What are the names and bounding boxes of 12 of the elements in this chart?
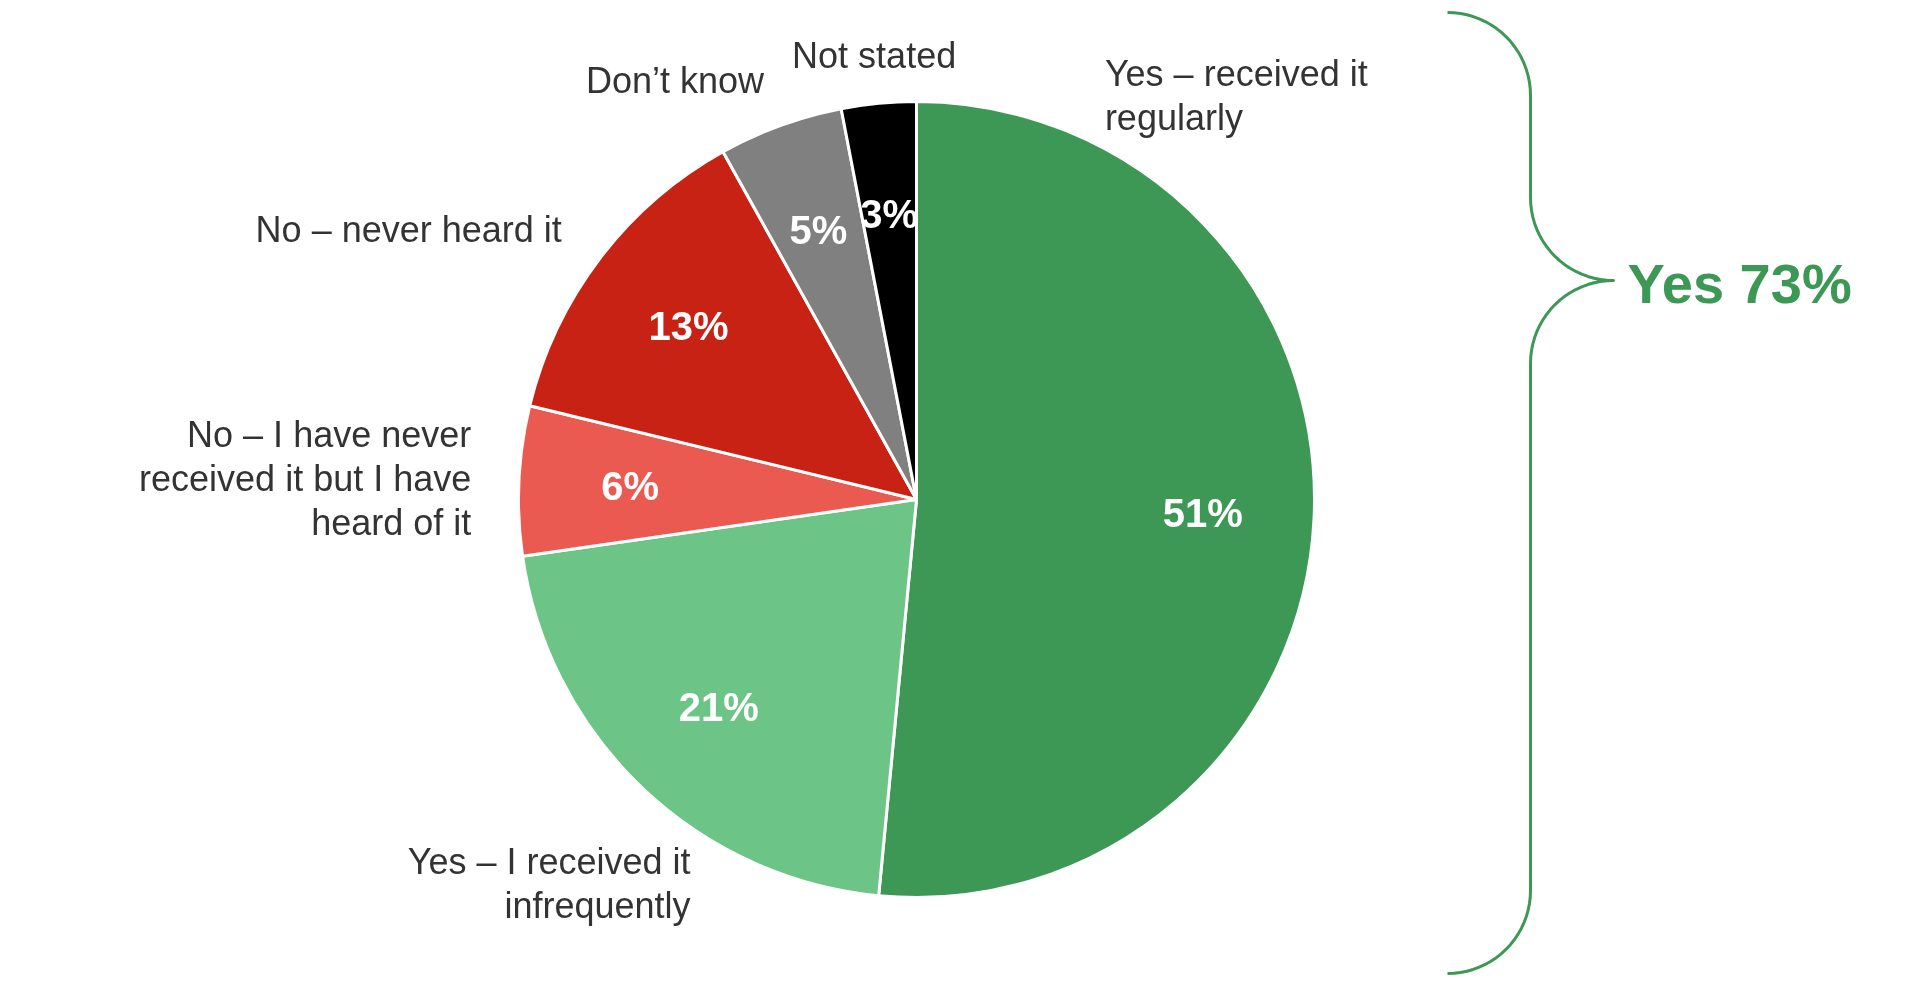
slice-label: Yes – I received it infrequently — [407, 841, 691, 927]
data-label: 5% — [789, 208, 848, 253]
text: Yes 73% — [1627, 252, 1852, 315]
slice-label: No – never heard it — [255, 209, 562, 251]
slice-label: Don’t know — [585, 60, 766, 102]
data-label: 51% — [1162, 491, 1243, 536]
data-label: 6% — [601, 463, 660, 508]
slice-label: No – I have never received it but I have heard of it — [139, 413, 472, 543]
data-label: 21% — [678, 684, 759, 729]
slice-label: Not stated — [792, 35, 957, 77]
slice-label: Yes – received it regularly — [1104, 53, 1368, 138]
data-label: 13% — [648, 303, 729, 348]
